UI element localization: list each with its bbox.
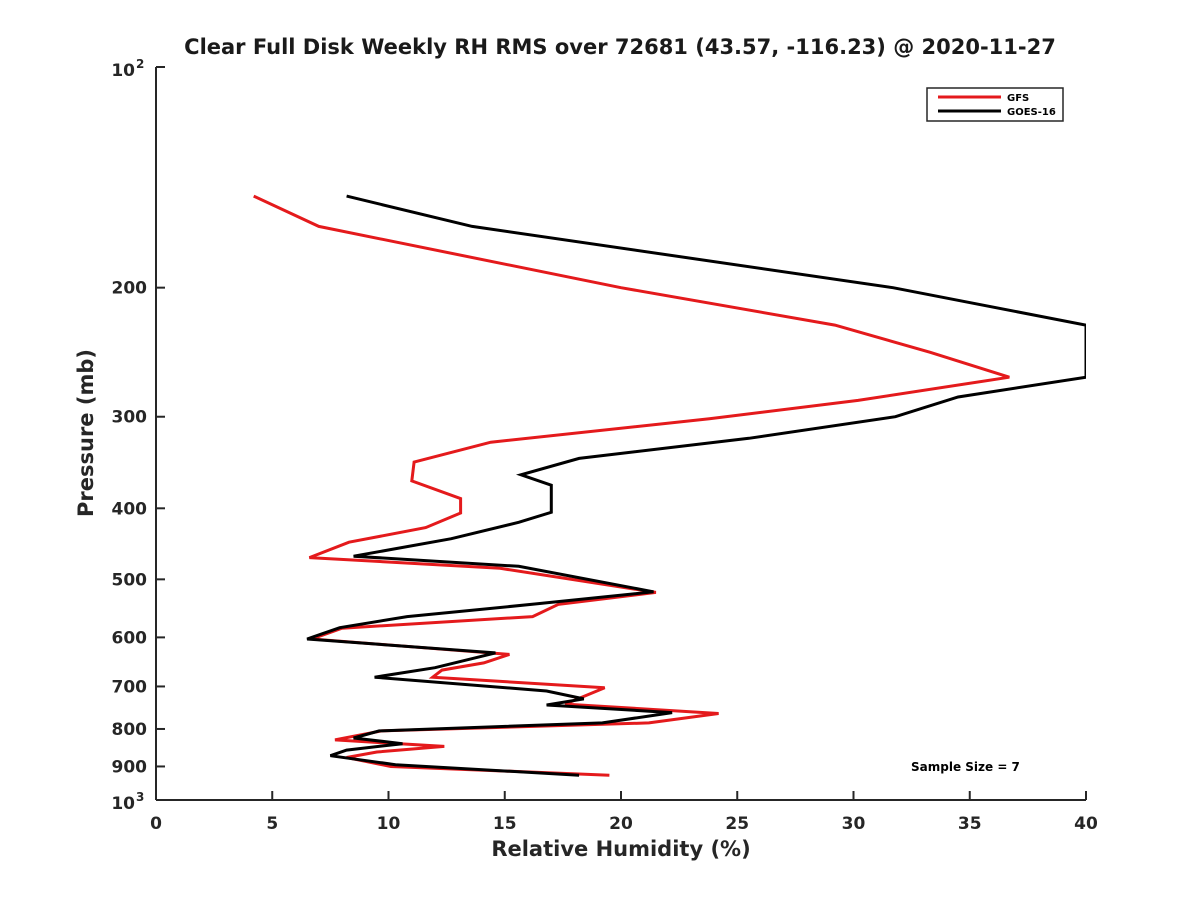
x-tick-label: 30 bbox=[842, 814, 866, 834]
y-tick-label-power: 10 2 bbox=[111, 57, 144, 81]
y-tick-label: 400 bbox=[112, 499, 148, 519]
y-tick-label: 700 bbox=[112, 677, 148, 697]
sample-size-annotation: Sample Size = 7 bbox=[911, 760, 1020, 774]
y-tick-label-base: 10 bbox=[111, 794, 135, 814]
y-tick-label: 800 bbox=[112, 720, 148, 740]
series-line-goes-16 bbox=[306, 194, 1086, 777]
x-tick-label: 5 bbox=[266, 814, 278, 834]
legend-label-gfs: GFS bbox=[1007, 93, 1029, 104]
x-axis-label: Relative Humidity (%) bbox=[491, 837, 750, 861]
x-tick-label: 40 bbox=[1074, 814, 1098, 834]
legend-box bbox=[926, 87, 1064, 122]
x-ticks: 0 5 10 15 20 25 30 35 40 bbox=[150, 791, 1098, 834]
y-tick-label: 900 bbox=[112, 757, 148, 777]
y-tick-label: 600 bbox=[112, 628, 148, 648]
y-tick-label-base: 10 bbox=[111, 61, 135, 81]
chart-title: Clear Full Disk Weekly RH RMS over 72681… bbox=[184, 35, 1056, 59]
y-tick-label: 300 bbox=[112, 408, 148, 428]
series-layer bbox=[253, 194, 1086, 777]
y-axis-label: Pressure (mb) bbox=[74, 349, 98, 517]
legend: GFS GOES-16 bbox=[926, 87, 1064, 122]
y-tick-label: 200 bbox=[112, 279, 148, 299]
x-tick-label: 10 bbox=[377, 814, 401, 834]
x-tick-label: 0 bbox=[150, 814, 162, 834]
y-tick-label-power: 10 3 bbox=[111, 790, 144, 814]
plot-area bbox=[156, 67, 1086, 800]
x-tick-label: 25 bbox=[725, 814, 749, 834]
x-tick-label: 20 bbox=[609, 814, 633, 834]
x-tick-label: 35 bbox=[958, 814, 982, 834]
y-tick-label-exponent: 3 bbox=[136, 790, 144, 804]
legend-label-goes16: GOES-16 bbox=[1007, 107, 1056, 118]
y-tick-label-exponent: 2 bbox=[136, 57, 144, 71]
x-tick-label: 15 bbox=[493, 814, 517, 834]
y-tick-label: 500 bbox=[112, 570, 148, 590]
